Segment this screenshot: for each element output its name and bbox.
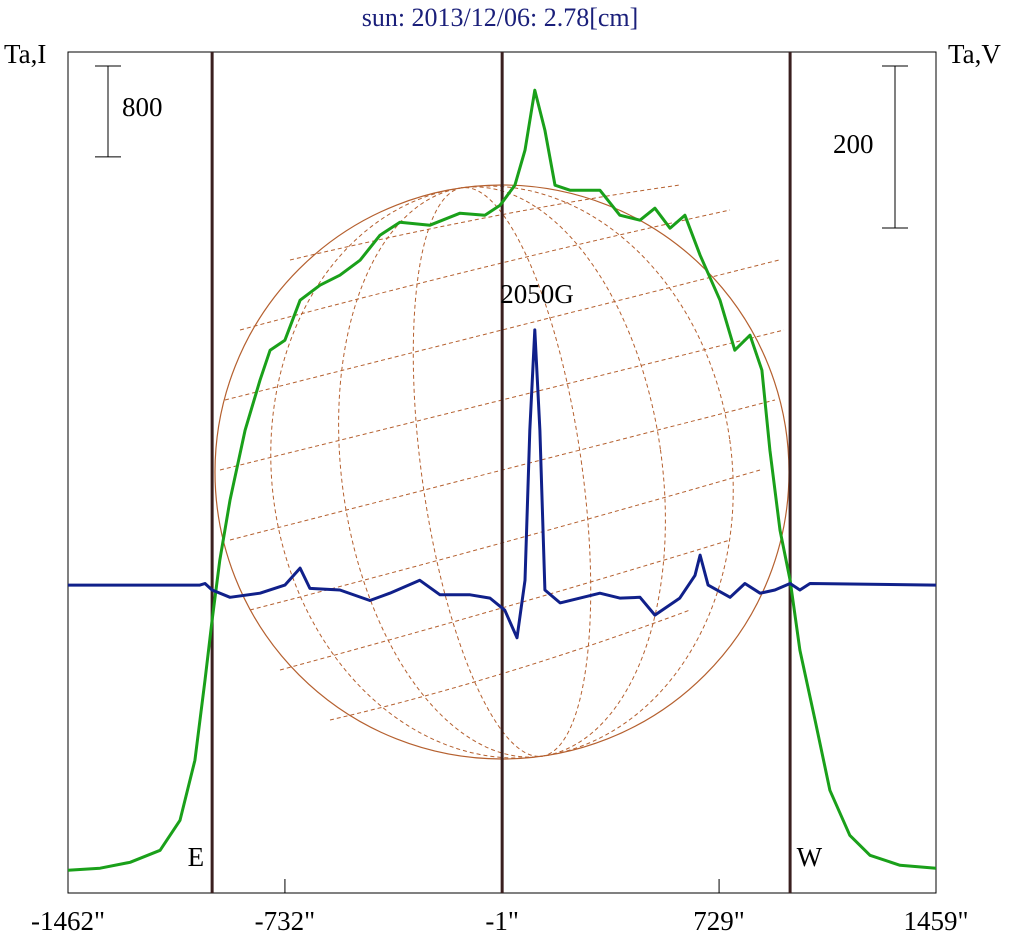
series-line <box>67 88 937 872</box>
x-tick-label: 1459" <box>903 906 968 936</box>
annotation: 2050G <box>500 279 574 309</box>
y2-axis-label: Ta,V <box>948 39 1001 69</box>
y-axis-label: Ta,I <box>4 39 46 69</box>
scale-bar-label: 800 <box>122 92 163 122</box>
limb-label: E <box>188 842 205 872</box>
chart-title: sun: 2013/12/06: 2.78[cm] <box>362 3 639 32</box>
x-tick-label: -1462" <box>31 906 105 936</box>
scale-bar-label: 200 <box>833 129 874 159</box>
limb-label: W <box>797 842 823 872</box>
x-tick-label: -732" <box>255 906 316 936</box>
x-tick-label: -1" <box>485 906 519 936</box>
x-tick-label: 729" <box>693 906 745 936</box>
series-line <box>68 328 937 640</box>
